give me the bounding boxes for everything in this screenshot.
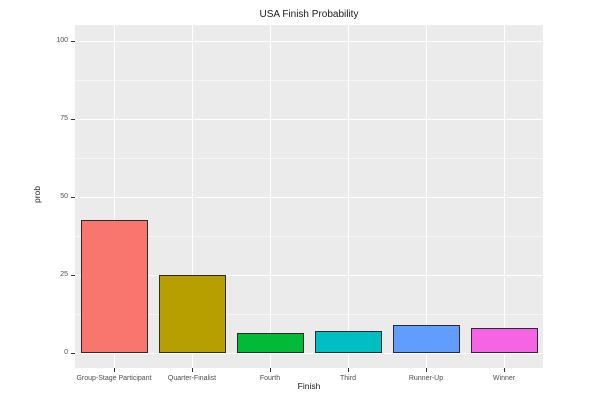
gridline-minor-y	[75, 314, 543, 315]
gridline-major-x	[114, 25, 115, 368]
x-tick-mark	[504, 368, 505, 372]
bar-fourth	[237, 333, 304, 353]
y-tick-mark	[71, 41, 75, 42]
x-tick-label: Runner-Up	[408, 375, 444, 382]
gridline-major-x	[426, 25, 427, 368]
y-tick-mark	[71, 275, 75, 276]
bar-runner-up	[393, 325, 460, 353]
gridline-minor-y	[75, 236, 543, 237]
chart-title: USA Finish Probability	[259, 9, 359, 20]
gridline-major-x	[192, 25, 193, 368]
x-tick-label: Winner	[492, 375, 516, 382]
y-tick-mark	[71, 119, 75, 120]
gridline-major-x	[504, 25, 505, 368]
bar-winner	[471, 328, 538, 353]
x-tick-mark	[426, 368, 427, 372]
gridline-major-x	[270, 25, 271, 368]
y-tick-label: 0	[64, 349, 68, 356]
y-tick-label: 100	[56, 37, 68, 44]
x-tick-label: Quarter-Finalist	[167, 375, 217, 382]
gridline-major-y	[75, 197, 543, 198]
x-tick-mark	[270, 368, 271, 372]
x-tick-mark	[114, 368, 115, 372]
gridline-minor-y	[75, 80, 543, 81]
y-tick-label: 25	[60, 271, 68, 278]
gridline-major-y	[75, 119, 543, 120]
bar-third	[315, 331, 382, 353]
y-tick-label: 50	[60, 193, 68, 200]
x-tick-label: Third	[340, 375, 356, 382]
gridline-major-y	[75, 353, 543, 354]
gridline-major-x	[348, 25, 349, 368]
bar-quarter-finalist	[159, 275, 226, 353]
gridline-major-y	[75, 275, 543, 276]
y-tick-label: 75	[60, 115, 68, 122]
x-tick-label: Group-Stage Participant	[76, 375, 152, 382]
x-axis-title: Finish	[297, 381, 321, 391]
x-tick-mark	[348, 368, 349, 372]
x-tick-label: Fourth	[259, 375, 281, 382]
gridline-major-y	[75, 41, 543, 42]
plot-panel	[75, 25, 543, 368]
x-tick-mark	[192, 368, 193, 372]
y-tick-mark	[71, 197, 75, 198]
gridline-minor-y	[75, 158, 543, 159]
y-tick-mark	[71, 353, 75, 354]
bar-group-stage-participant	[81, 220, 148, 353]
y-axis-title: prob	[32, 185, 42, 203]
